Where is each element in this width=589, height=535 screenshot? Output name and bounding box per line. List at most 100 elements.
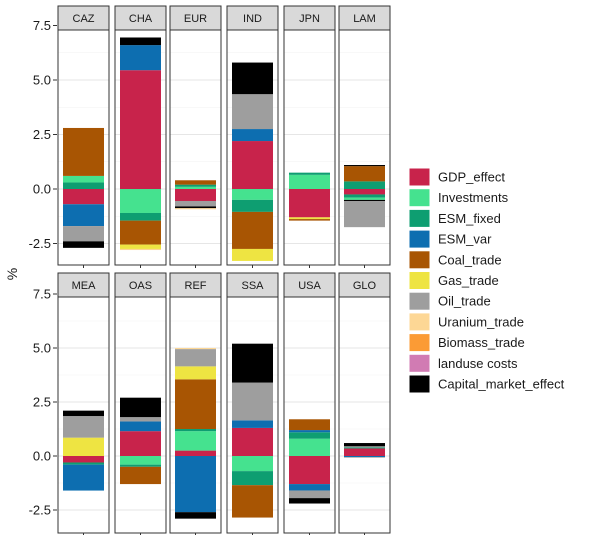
panel-eur: EUR	[169, 5, 222, 268]
bar-segment-coal_trade	[289, 419, 330, 431]
facet-strip-label: JPN	[299, 13, 320, 25]
y-tick-label: 0.0	[33, 449, 51, 464]
bar-segment-esm_fixed	[175, 184, 216, 187]
facet-strip	[338, 272, 391, 298]
legend-label: Oil_trade	[438, 294, 491, 309]
y-tick-label: 7.5	[33, 18, 51, 33]
y-axis-row-0: -2.5 0.0 2.5 5.0 7.5	[29, 18, 57, 251]
legend-item: Oil_trade	[408, 291, 491, 311]
bar-segment-capital_market_effect	[344, 165, 385, 167]
legend-swatch	[408, 250, 431, 270]
bar-segment-capital_market_effect	[344, 443, 385, 447]
facet-strip-label: CAZ	[73, 13, 95, 25]
bar-segment-coal_trade	[63, 127, 104, 176]
bar-segment-esm_var	[344, 456, 385, 458]
bar-segment-oil_trade	[232, 382, 273, 421]
bar-segment-investments	[232, 189, 273, 200]
y-axis-row-1: -2.5 0.0 2.5 5.0 7.5	[29, 287, 57, 518]
legend-label: ESM_fixed	[438, 211, 501, 226]
bar-segment-capital_market_effect	[63, 410, 104, 417]
bar-segment-investments	[232, 456, 273, 472]
panel-background	[284, 30, 335, 265]
bar-segment-capital_market_effect	[120, 37, 161, 46]
y-axes: -2.5 0.0 2.5 5.0 7.5 -2.5 0.0 2.5 5.0 7.5	[29, 18, 57, 518]
bar-segment-esm_fixed	[232, 199, 273, 212]
legend-item: landuse costs	[408, 353, 518, 373]
legend-item: Biomass_trade	[408, 333, 525, 353]
y-tick-label: -2.5	[29, 236, 51, 251]
bar-segment-gas_trade	[289, 217, 330, 220]
legend-swatch	[408, 229, 431, 249]
bar-segment-oil_trade	[344, 457, 385, 458]
bar-stack	[175, 180, 216, 210]
legend-label: Biomass_trade	[438, 335, 525, 350]
panel-glo: GLO	[338, 272, 391, 535]
legend-item: Investments	[408, 188, 509, 208]
bar-stack	[232, 62, 273, 261]
bar-segment-coal_trade	[120, 220, 161, 245]
bar-segment-esm_fixed	[232, 471, 273, 486]
bar-segment-capital_market_effect	[63, 241, 104, 248]
bar-stack	[232, 343, 273, 518]
bar-stack	[344, 165, 385, 228]
bar-segment-gdp_effect	[120, 431, 161, 456]
legend-swatch	[408, 312, 431, 332]
bar-segment-oil_trade	[232, 94, 273, 130]
legend-swatch	[408, 374, 431, 394]
bar-segment-gas_trade	[63, 437, 104, 456]
y-tick-label: 5.0	[33, 341, 51, 356]
bar-segment-coal_trade	[232, 485, 273, 518]
bar-segment-esm_fixed	[344, 447, 385, 449]
bar-segment-capital_market_effect	[344, 199, 385, 201]
bar-segment-gas_trade	[232, 248, 273, 261]
bar-stack	[289, 419, 330, 504]
bar-segment-gdp_effect	[344, 448, 385, 456]
facet-strip	[57, 5, 110, 31]
y-tick-label: 2.5	[33, 395, 51, 410]
panel-oas: OAS	[114, 272, 167, 535]
bar-segment-oil_trade	[344, 446, 385, 448]
panel-cha: CHA	[114, 5, 167, 268]
bar-segment-esm_fixed	[120, 464, 161, 467]
legend-item: Gas_trade	[408, 271, 499, 290]
bar-segment-uranium_trade	[175, 348, 216, 350]
bar-segment-esm_fixed	[63, 182, 104, 189]
facet-strip	[169, 5, 222, 31]
bar-segment-oil_trade	[175, 200, 216, 207]
bar-segment-uranium_trade	[175, 208, 216, 210]
bar-stack	[344, 443, 385, 458]
legend-item: Capital_market_effect	[408, 374, 565, 394]
legend: GDP_effect Investments ESM_fixed ESM_var Coa…	[408, 167, 565, 394]
bar-segment-esm_fixed	[175, 429, 216, 432]
bar-segment-coal_trade	[344, 166, 385, 182]
bar-segment-investments	[289, 174, 330, 189]
facet-strip-label: GLO	[353, 280, 377, 292]
facet-strip	[169, 272, 222, 298]
legend-swatch	[408, 333, 431, 353]
y-tick-label: 5.0	[33, 73, 51, 88]
legend-swatch	[408, 291, 431, 311]
bar-segment-esm_var	[289, 484, 330, 491]
legend-swatch	[408, 188, 431, 208]
panel-usa: USA	[283, 272, 336, 535]
facet-strip-label: LAM	[353, 13, 376, 25]
bar-segment-esm_fixed	[120, 212, 161, 221]
bar-segment-gdp_effect	[175, 450, 216, 456]
legend-swatch	[408, 353, 431, 373]
bar-segment-investments	[63, 175, 104, 183]
bar-segment-investments	[175, 431, 216, 451]
panel-lam: LAM	[338, 5, 391, 268]
panel-background	[339, 297, 390, 533]
bar-segment-oil_trade	[63, 226, 104, 242]
bar-stack	[175, 348, 216, 519]
y-tick-label: 7.5	[33, 287, 51, 302]
bar-segment-investments	[344, 197, 385, 200]
bar-stack	[120, 397, 161, 485]
panel-ind: IND	[226, 5, 279, 268]
facet-strip	[283, 5, 336, 31]
bar-segment-esm_var	[232, 420, 273, 428]
bar-segment-gdp_effect	[63, 189, 104, 205]
bar-segment-oil_trade	[344, 200, 385, 228]
panel-background	[339, 30, 390, 265]
